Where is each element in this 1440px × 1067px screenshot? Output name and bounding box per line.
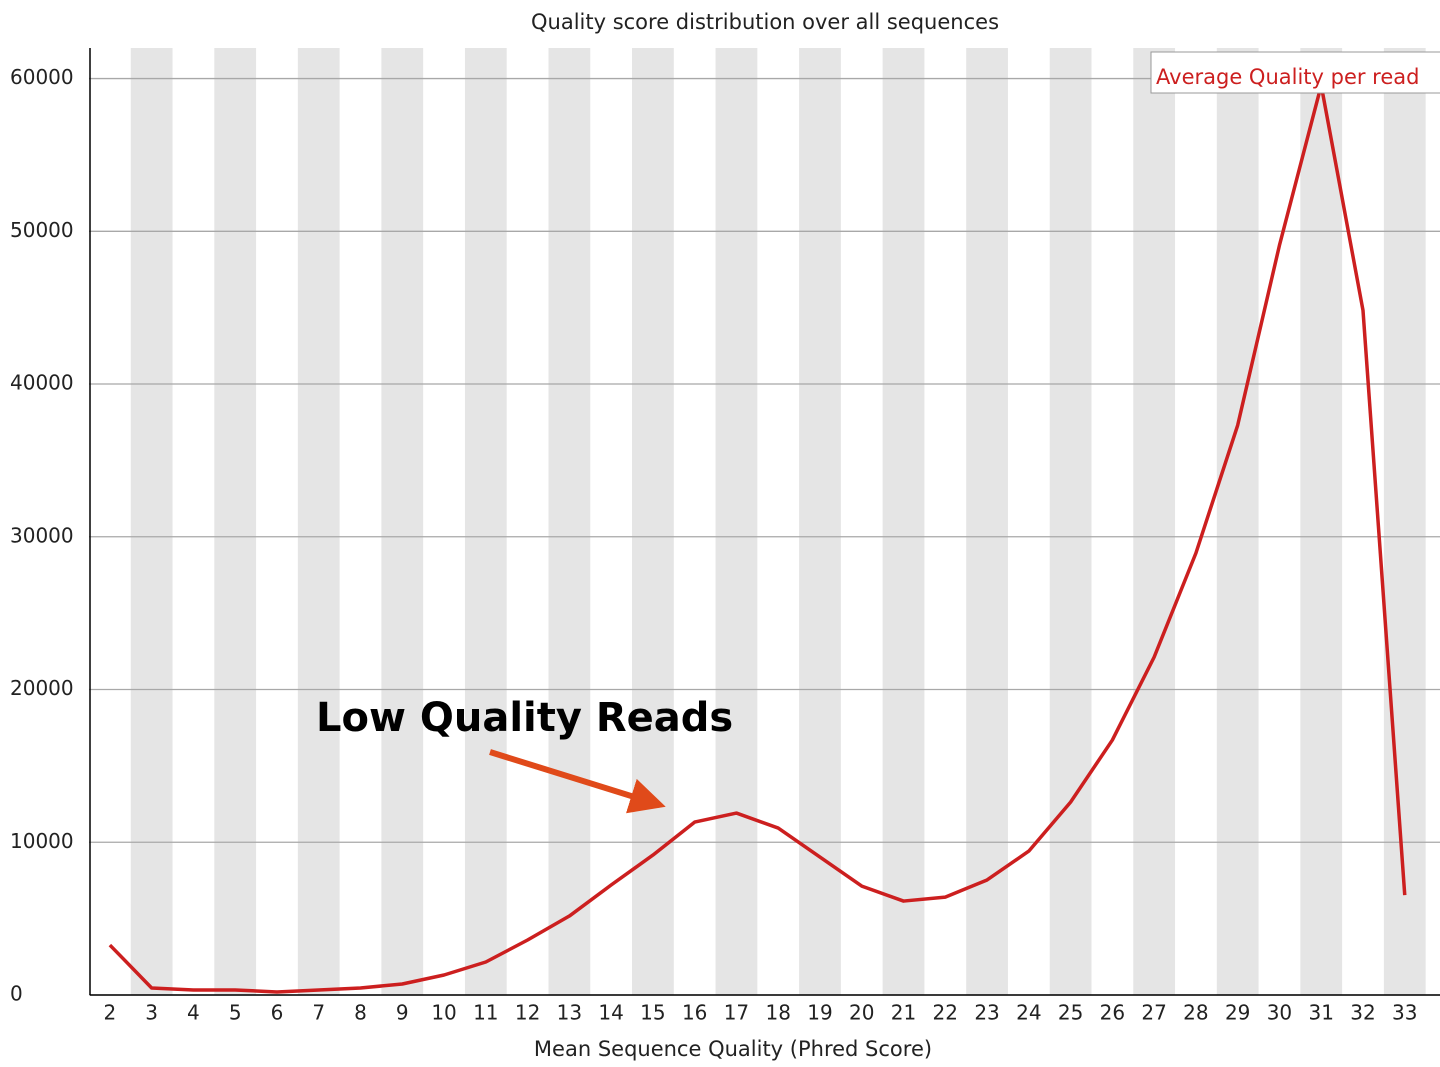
band xyxy=(548,48,591,995)
x-tick-label: 30 xyxy=(1267,1001,1292,1025)
x-tick-label: 18 xyxy=(765,1001,790,1025)
x-tick-label: 16 xyxy=(682,1001,707,1025)
band xyxy=(632,48,674,995)
x-tick-label: 22 xyxy=(933,1001,958,1025)
x-tick-label: 29 xyxy=(1225,1001,1250,1025)
y-tick-label: 20000 xyxy=(10,676,74,700)
band xyxy=(1383,48,1426,995)
x-tick-label: 27 xyxy=(1141,1001,1166,1025)
x-axis-label: Mean Sequence Quality (Phred Score) xyxy=(534,1037,932,1061)
band xyxy=(1300,48,1343,995)
x-tick-label: 33 xyxy=(1392,1001,1417,1025)
series-line xyxy=(108,83,1407,994)
x-tick-label: 19 xyxy=(807,1001,832,1025)
x-tick-label: 17 xyxy=(724,1001,749,1025)
band xyxy=(1133,48,1176,995)
x-tick-label: 12 xyxy=(515,1001,540,1025)
x-tick-label: 24 xyxy=(1016,1001,1041,1025)
y-tick-label: 50000 xyxy=(10,218,74,242)
y-tick-label: 40000 xyxy=(10,371,74,395)
x-tick-label: 3 xyxy=(145,1001,158,1025)
x-tick-label: 6 xyxy=(271,1001,284,1025)
band xyxy=(1049,48,1092,995)
band xyxy=(715,48,758,995)
x-tick-label: 15 xyxy=(640,1001,665,1025)
chart-title: Quality score distribution over all sequ… xyxy=(531,10,999,34)
legend-entry: Average Quality per read xyxy=(1156,65,1419,89)
band xyxy=(966,48,1008,995)
annotation-arrow xyxy=(489,749,666,814)
band xyxy=(214,48,257,995)
band xyxy=(799,48,841,995)
x-tick-label: 21 xyxy=(891,1001,916,1025)
x-tick-label: 9 xyxy=(396,1001,409,1025)
x-tick-label: 5 xyxy=(229,1001,242,1025)
annotation: Low Quality Reads xyxy=(316,695,733,741)
x-tick-label: 25 xyxy=(1058,1001,1083,1025)
x-tick-label: 13 xyxy=(557,1001,582,1025)
x-tick-label: 7 xyxy=(312,1001,325,1025)
x-tick-label: 23 xyxy=(974,1001,999,1025)
x-tick-label: 2 xyxy=(104,1001,117,1025)
band xyxy=(464,48,507,995)
y-tick-label: 30000 xyxy=(10,523,74,547)
x-tick-label: 32 xyxy=(1350,1001,1375,1025)
band xyxy=(882,48,925,995)
band xyxy=(381,48,424,995)
x-tick-label: 20 xyxy=(849,1001,874,1025)
band xyxy=(130,48,173,995)
band xyxy=(297,48,340,995)
x-tick-label: 8 xyxy=(354,1001,367,1025)
legend-box xyxy=(1150,51,1440,94)
x-tick-label: 31 xyxy=(1308,1001,1333,1025)
y-tick-label: 10000 xyxy=(10,829,74,853)
x-tick-label: 4 xyxy=(187,1001,200,1025)
bands xyxy=(130,48,1426,995)
marks xyxy=(108,83,1407,994)
y-tick-label: 0 xyxy=(10,982,23,1006)
x-tick-label: 14 xyxy=(598,1001,623,1025)
x-tick-label: 11 xyxy=(473,1001,498,1025)
x-tick-label: 26 xyxy=(1100,1001,1125,1025)
band xyxy=(1216,48,1259,995)
x-tick-label: 28 xyxy=(1183,1001,1208,1025)
y-tick-label: 60000 xyxy=(10,65,74,89)
x-tick-label: 10 xyxy=(431,1001,456,1025)
